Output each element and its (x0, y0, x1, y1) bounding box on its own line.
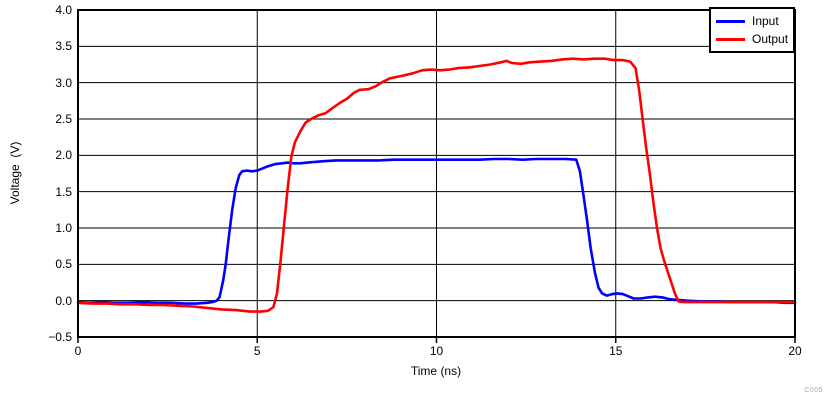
y-tick-label: −0.5 (48, 330, 72, 344)
output-line-swatch (716, 37, 745, 41)
y-tick-label: 3.0 (55, 75, 72, 90)
x-tick-label: 10 (429, 344, 444, 358)
y-tick-label: 1.0 (55, 221, 72, 235)
legend-item-input: Input (716, 14, 788, 28)
input-line-swatch (716, 19, 745, 23)
x-tick-label: 5 (253, 344, 261, 358)
x-tick-label: 0 (74, 344, 82, 358)
x-tick-label: 20 (788, 344, 802, 358)
y-tick-label: 0.0 (55, 293, 72, 308)
y-tick-label: 2.0 (55, 148, 72, 163)
y-axis-title: Voltage (V) (8, 141, 22, 205)
x-axis-title: Time (ns) (410, 364, 462, 378)
legend-label-input: Input (752, 14, 779, 28)
y-tick-label: 3.5 (55, 39, 72, 54)
y-tick-label: 0.5 (55, 257, 72, 272)
legend-item-output: Output (716, 32, 788, 46)
y-tick-label: 2.5 (55, 112, 72, 126)
figure-code: C005 (804, 387, 823, 394)
legend: Input Output (709, 7, 795, 53)
y-tick-label: 1.5 (55, 184, 72, 199)
legend-label-output: Output (752, 32, 789, 46)
y-tick-label: 4.0 (55, 3, 72, 17)
x-tick-label: 15 (609, 344, 623, 358)
